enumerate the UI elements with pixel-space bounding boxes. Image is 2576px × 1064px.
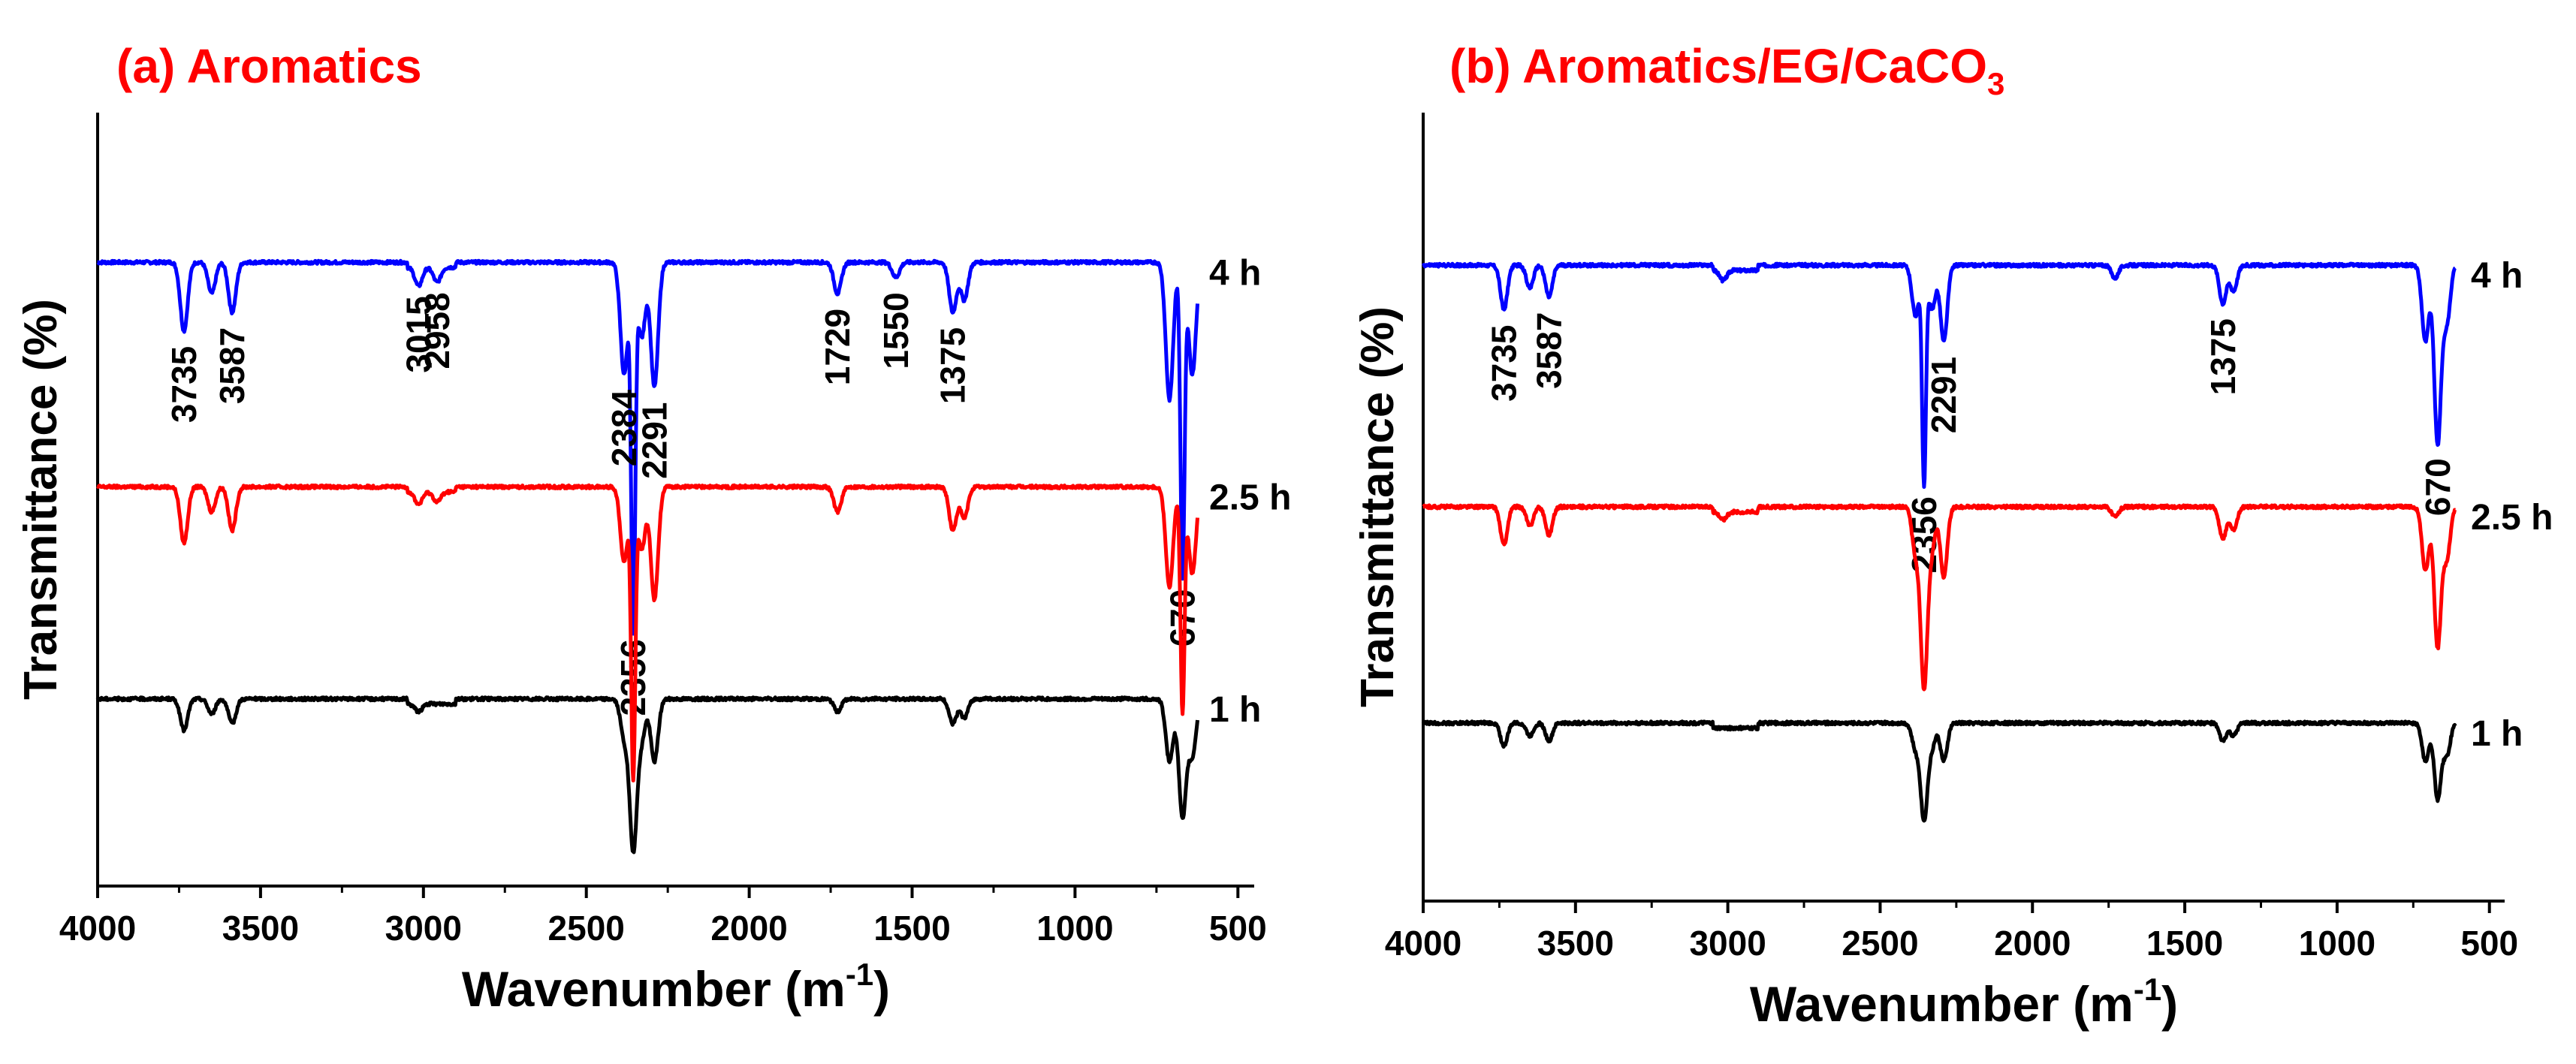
peak-label: 3587 xyxy=(1530,312,1569,389)
series-line-4h xyxy=(1421,261,2457,489)
x-axis-label: Wavenumber (m-1) xyxy=(462,957,890,1017)
peak-label: 3735 xyxy=(164,346,204,423)
x-axis-label-superscript: -1 xyxy=(2134,972,2161,1007)
chart-title: (a) Aromatics xyxy=(116,39,422,93)
series-label: 4 h xyxy=(1209,253,1261,293)
series-line-1h xyxy=(1421,719,2457,823)
series-label: 4 h xyxy=(2471,256,2523,296)
x-tick-label: 500 xyxy=(2460,924,2518,963)
peak-label: 670 xyxy=(2418,458,2457,516)
x-axis-label: Wavenumber (m-1) xyxy=(1750,972,2178,1032)
series-line-1h xyxy=(95,695,1199,855)
x-tick-label: 1500 xyxy=(873,909,950,948)
series-line-2.5h xyxy=(1422,503,2457,692)
series-label: 1 h xyxy=(2471,714,2523,754)
x-tick-label: 4000 xyxy=(1385,924,1461,963)
x-tick-label: 1000 xyxy=(2299,924,2375,963)
series-label: 2.5 h xyxy=(2471,498,2553,538)
x-tick-label: 2500 xyxy=(1842,924,1918,963)
x-tick-label: 3500 xyxy=(222,909,299,948)
x-tick-label: 4000 xyxy=(59,909,136,948)
series-label: 1 h xyxy=(1209,690,1261,730)
peak-label: 1375 xyxy=(2203,318,2243,395)
series-line-2.5h xyxy=(96,483,1199,782)
series-label: 2.5 h xyxy=(1209,478,1291,517)
x-tick-label: 2000 xyxy=(710,909,787,948)
x-tick-label: 3000 xyxy=(1689,924,1766,963)
y-axis-label: Transmittance (%) xyxy=(15,299,67,700)
chart-title-subscript: 3 xyxy=(1987,66,2004,101)
x-tick-label: 3500 xyxy=(1537,924,1614,963)
peak-label: 3015 xyxy=(399,296,438,372)
x-axis-label-close: ) xyxy=(873,961,890,1017)
x-tick-label: 1000 xyxy=(1036,909,1113,948)
peak-label: 3587 xyxy=(213,327,252,404)
x-axis-label-close: ) xyxy=(2161,976,2178,1032)
x-tick-label: 2500 xyxy=(548,909,625,948)
peak-label: 2291 xyxy=(635,402,674,478)
peak-label: 1550 xyxy=(876,292,915,369)
chart-title: (b) Aromatics/EG/CaCO3 xyxy=(1449,39,2004,101)
x-axis-label-superscript: -1 xyxy=(846,957,873,992)
y-axis-label: Transmittance (%) xyxy=(1352,306,1404,707)
x-tick-label: 2000 xyxy=(1994,924,2071,963)
chart-panel-a: 4000 3500 3000 2500 2000 1500 1000 500 Wavenumbe… xyxy=(15,39,1291,1017)
peak-label: 2384 xyxy=(605,389,644,466)
peak-label: 2958 xyxy=(418,292,457,369)
peak-label: 1375 xyxy=(934,327,973,404)
x-tick-label: 3000 xyxy=(385,909,462,948)
series-line-4h xyxy=(96,258,1199,636)
chart-panel-b: 4000 3500 3000 2500 2000 1500 1000 500 Wavenumbe… xyxy=(1352,39,2553,1032)
peak-label: 1729 xyxy=(818,309,857,385)
peak-label: 2291 xyxy=(1924,357,1963,433)
peak-label: 3735 xyxy=(1484,325,1523,402)
x-tick-label: 500 xyxy=(1209,909,1267,948)
x-tick-label: 1500 xyxy=(2146,924,2223,963)
